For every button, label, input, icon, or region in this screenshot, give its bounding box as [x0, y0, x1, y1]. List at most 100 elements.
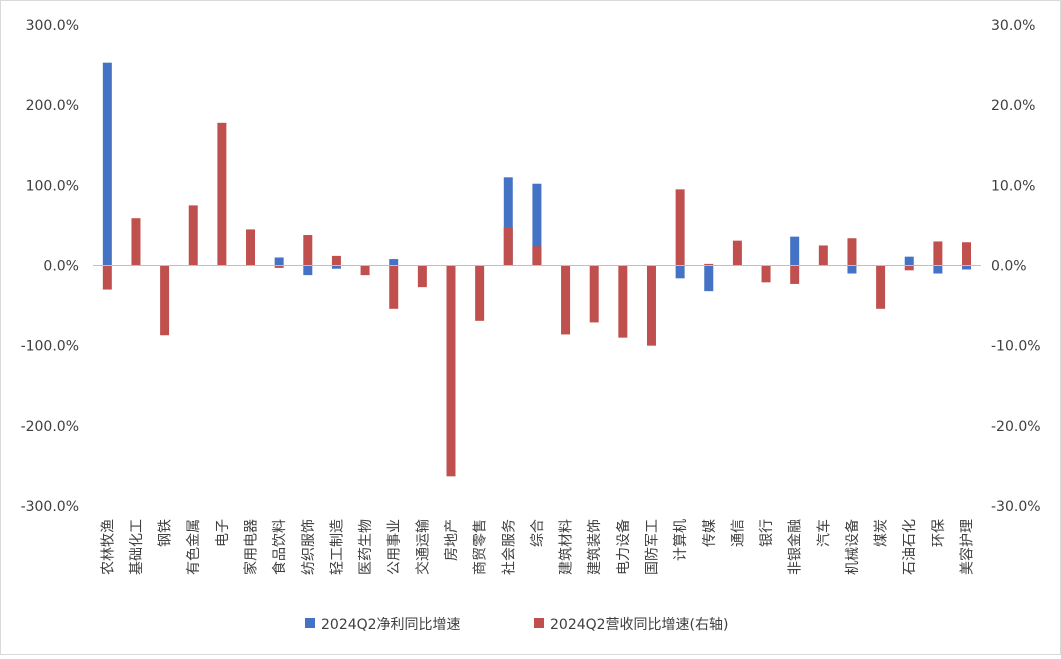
category-label: 商贸零售 — [473, 519, 489, 575]
revenue-bar — [475, 265, 485, 321]
net-profit-bar — [274, 257, 284, 266]
category-label: 建筑装饰 — [587, 519, 603, 575]
category-label: 轻工制造 — [329, 519, 345, 575]
category-label: 石油石化 — [902, 519, 918, 575]
legend-label-revenue: 2024Q2营收同比增速(右轴) — [550, 617, 728, 633]
revenue-bar — [274, 265, 284, 268]
category-label: 传媒 — [702, 519, 718, 547]
net-profit-bar — [904, 256, 914, 266]
revenue-bar — [331, 255, 341, 266]
revenue-bar — [246, 229, 256, 266]
net-profit-bar — [503, 177, 513, 266]
net-profit-bar — [704, 265, 714, 292]
revenue-bar — [102, 265, 112, 290]
category-label: 综合 — [530, 519, 546, 547]
revenue-bar — [532, 246, 542, 266]
revenue-bar — [732, 240, 742, 266]
category-label: 电子 — [215, 519, 231, 547]
right-tick-label: -20.0% — [991, 419, 1041, 435]
net-profit-bar — [933, 265, 943, 274]
right-tick-label: 20.0% — [991, 98, 1035, 114]
right-tick-label: 0.0% — [991, 259, 1027, 275]
revenue-bar — [704, 263, 714, 266]
legend-label-net-profit: 2024Q2净利同比增速 — [321, 617, 461, 633]
category-label: 房地产 — [444, 519, 460, 561]
revenue-bar — [446, 265, 456, 477]
revenue-bar — [160, 265, 170, 336]
category-label: 国防军工 — [644, 519, 660, 575]
revenue-bar — [818, 245, 828, 266]
revenue-bar — [131, 218, 141, 266]
category-label: 钢铁 — [158, 519, 174, 547]
revenue-bar — [933, 241, 943, 266]
category-label: 公用事业 — [387, 519, 403, 575]
revenue-bar — [561, 265, 571, 335]
category-label: 通信 — [730, 519, 746, 547]
category-label: 美容护理 — [959, 519, 976, 575]
revenue-bar — [618, 265, 628, 338]
right-axis: 30.0% 20.0% 10.0% 0.0% -10.0% -20.0% -30.0% — [991, 18, 1041, 515]
revenue-bar — [761, 265, 771, 283]
revenue-bar — [188, 205, 198, 266]
bars — [102, 62, 972, 477]
left-tick-label: -300.0% — [21, 499, 79, 515]
revenue-bar — [217, 122, 227, 266]
left-tick-label: -200.0% — [21, 419, 79, 435]
left-axis: 300.0% 200.0% 100.0% 0.0% -100.0% -200.0% -300… — [21, 18, 79, 515]
net-profit-bar — [532, 183, 542, 266]
category-label: 有色金属 — [185, 519, 202, 575]
revenue-bar — [303, 235, 313, 266]
net-profit-bar — [102, 62, 112, 266]
category-label: 家用电器 — [243, 519, 260, 575]
category-label: 社会服务 — [501, 519, 517, 575]
legend-swatch-revenue — [534, 618, 544, 628]
category-label: 环保 — [931, 519, 947, 547]
right-tick-label: -30.0% — [991, 499, 1041, 515]
category-label: 煤炭 — [874, 519, 890, 547]
net-profit-bar — [790, 236, 800, 266]
net-profit-bar — [962, 265, 972, 270]
left-tick-label: -100.0% — [21, 339, 79, 355]
net-profit-bar — [331, 265, 341, 269]
revenue-bar — [876, 265, 886, 309]
net-profit-bar — [675, 265, 685, 279]
category-label: 医药生物 — [358, 519, 374, 575]
category-label: 农林牧渔 — [100, 519, 116, 575]
category-label: 基础化工 — [128, 519, 145, 575]
legend-swatch-net-profit — [305, 618, 315, 628]
revenue-bar — [675, 189, 685, 266]
revenue-bar — [417, 265, 427, 288]
category-label: 交通运输 — [414, 519, 431, 575]
revenue-bar — [962, 242, 972, 266]
net-profit-bar — [847, 265, 857, 274]
net-profit-bar — [303, 265, 313, 276]
right-tick-label: 10.0% — [991, 178, 1035, 194]
left-tick-label: 0.0% — [43, 259, 79, 275]
category-label: 电力设备 — [615, 519, 632, 575]
net-profit-bar — [389, 259, 399, 266]
category-label: 计算机 — [673, 519, 689, 561]
category-label: 非银金融 — [788, 519, 804, 575]
revenue-bar — [646, 265, 656, 346]
revenue-bar — [589, 265, 599, 323]
category-label: 机械设备 — [844, 519, 861, 575]
legend: 2024Q2净利同比增速 2024Q2营收同比增速(右轴) — [305, 617, 728, 633]
right-tick-label: -10.0% — [991, 339, 1041, 355]
left-tick-label: 100.0% — [26, 178, 79, 194]
left-tick-label: 200.0% — [26, 98, 79, 114]
category-label: 银行 — [759, 519, 775, 547]
category-label: 食品饮料 — [271, 519, 288, 575]
right-tick-label: 30.0% — [991, 18, 1035, 34]
revenue-bar — [360, 265, 370, 276]
category-label: 汽车 — [815, 519, 832, 547]
revenue-bar — [904, 265, 914, 271]
category-labels: 农林牧渔 基础化工 钢铁 有色金属 电子 家用电器 食品饮料 纺织服饰 轻工制造 医药生物 公用事业… — [100, 519, 975, 575]
left-tick-label: 300.0% — [26, 18, 79, 34]
revenue-bar — [847, 238, 857, 266]
category-label: 纺织服饰 — [301, 519, 317, 575]
revenue-bar — [389, 265, 399, 309]
revenue-bar — [790, 265, 800, 284]
category-label: 建筑材料 — [559, 519, 575, 575]
